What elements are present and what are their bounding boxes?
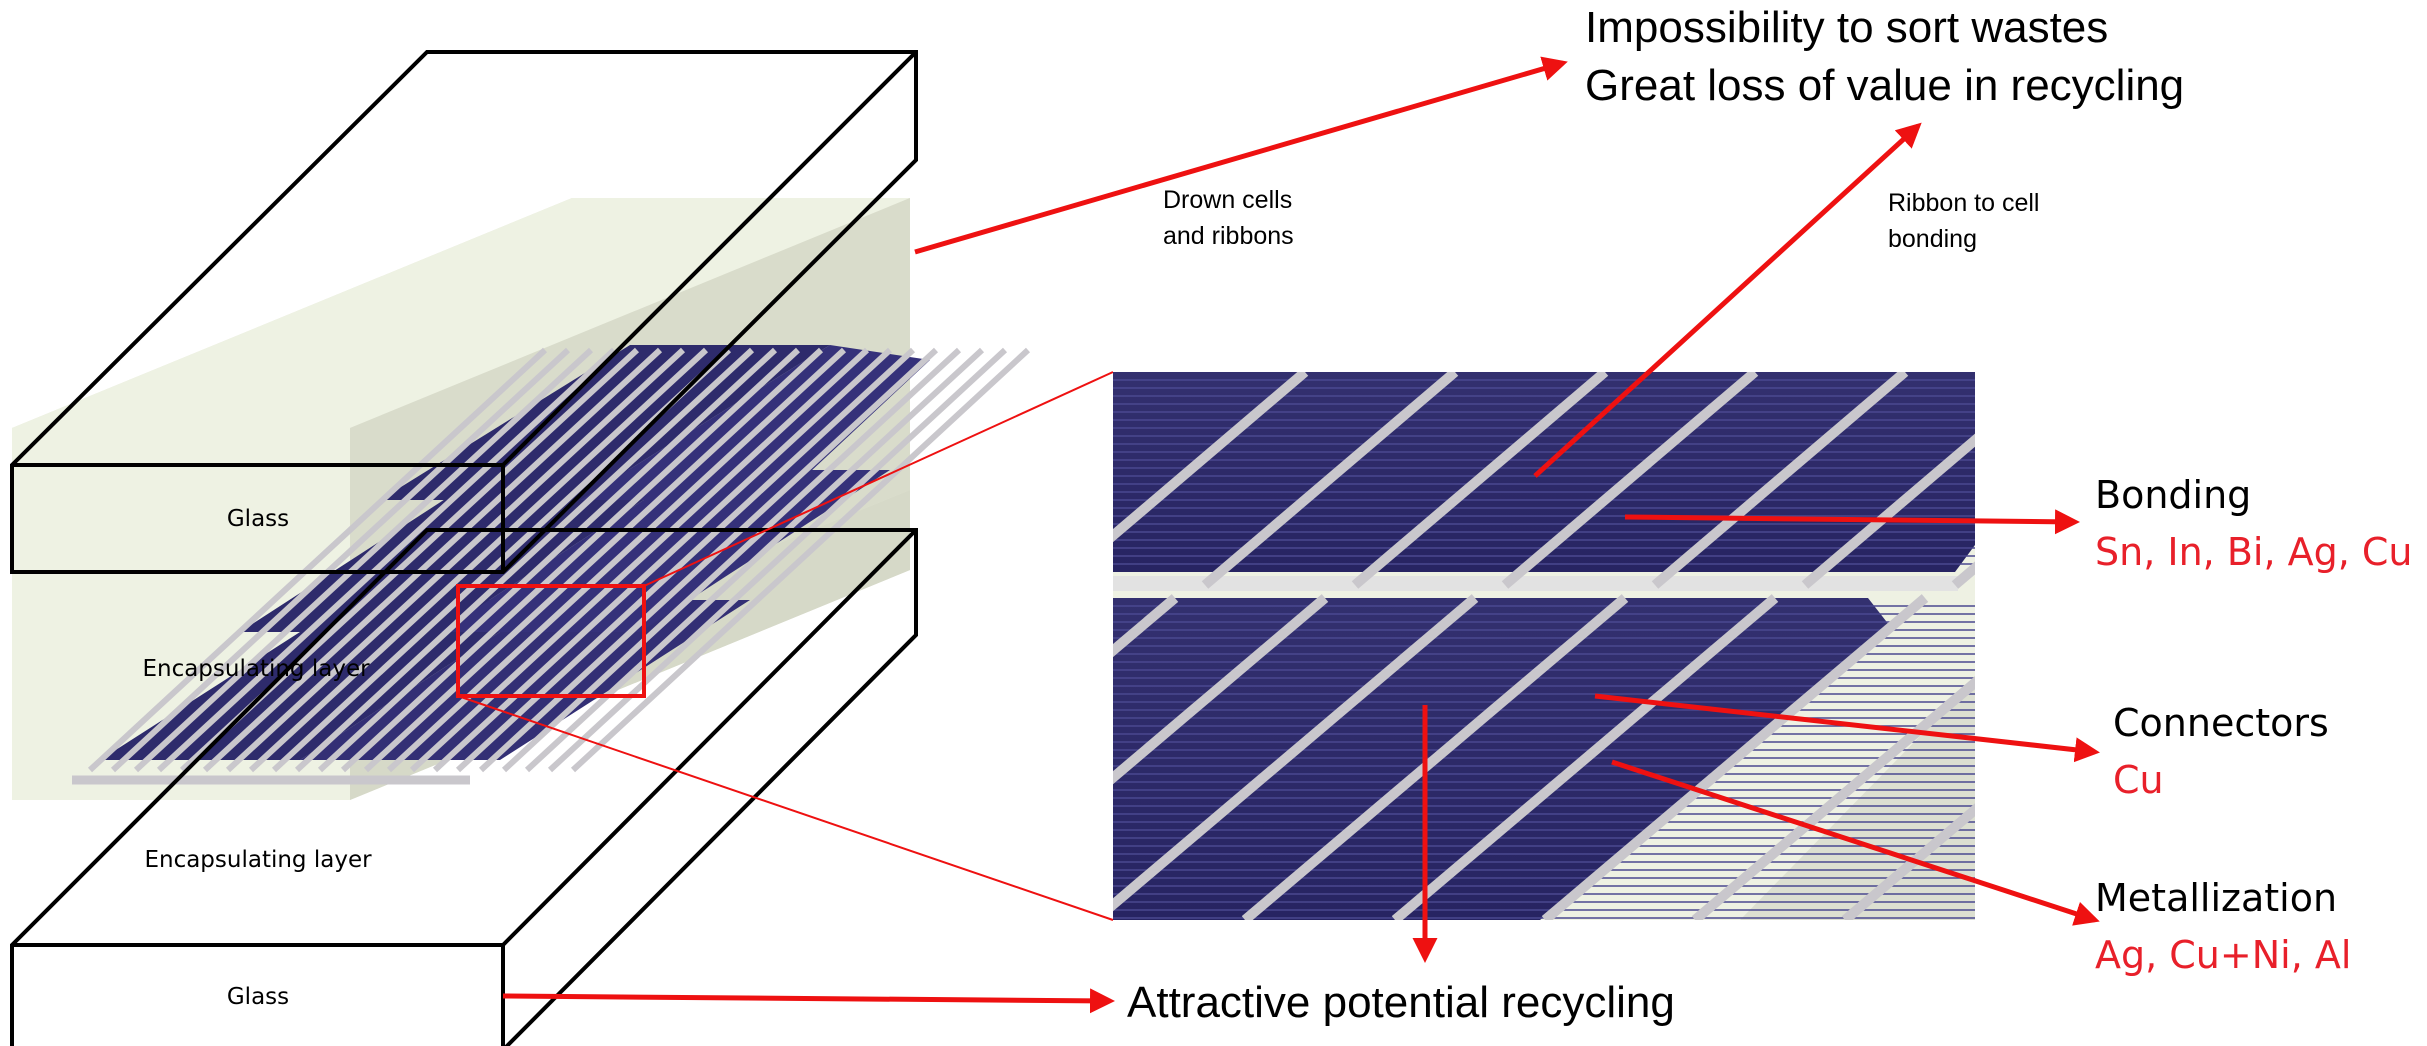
arrows xyxy=(502,56,2100,1014)
zoom-ribbon-lower xyxy=(1113,594,1479,912)
module-ribbon-wire xyxy=(409,347,870,773)
module-ribbon-wire xyxy=(478,347,939,773)
module-ribbon-wire xyxy=(156,347,617,773)
drown-text-line2: and ribbons xyxy=(1163,222,1294,250)
module-ribbon-wire xyxy=(340,347,801,773)
arrow-bonding xyxy=(1624,509,2080,535)
module-ribbon-wire xyxy=(202,347,663,773)
glass-bottom-box xyxy=(10,528,918,1046)
module-ribbon-wire xyxy=(455,347,916,773)
module-ribbon-wire xyxy=(363,347,824,773)
metallization-materials: Ag, Cu+Ni, Al xyxy=(2095,933,2351,977)
exploded-module: Glass Encapsulating layer Encapsulating … xyxy=(10,50,1031,1046)
module-ribbon-wire xyxy=(501,347,962,773)
zoom-line-top xyxy=(643,371,1114,587)
ribbon-text-line2: bonding xyxy=(1888,225,1977,253)
zoom-ribbon-lower xyxy=(1241,594,1629,920)
arrow-ribbon-bonding xyxy=(1533,122,1922,478)
module-ribbon-wire xyxy=(225,347,686,773)
zoom-ribbons xyxy=(1113,372,1975,920)
drown-text-line1: Drown cells xyxy=(1163,186,1292,214)
glass-bottom-label: Glass xyxy=(227,984,289,1010)
module-ribbon-wire xyxy=(432,347,893,773)
zoom-ribbon-lower xyxy=(1391,594,1779,920)
waste-text-line1: Impossibility to sort wastes xyxy=(1585,3,2108,52)
encap-top-label: Encapsulating layer xyxy=(142,656,370,682)
module-ribbon-wire xyxy=(386,347,847,773)
module-ribbon-wire xyxy=(570,347,1031,773)
zoom-ribbon-upper xyxy=(1651,372,1909,589)
ribbon-text-line1: Ribbon to cell xyxy=(1888,189,2039,217)
bonding-title: Bonding xyxy=(2095,473,2251,517)
module-ribbon-wire xyxy=(248,347,709,773)
zoom-ribbon-upper xyxy=(1801,433,1975,589)
zoom-ribbon-lower xyxy=(1841,803,1975,920)
connectors-title: Connectors xyxy=(2113,701,2329,745)
module-ribbon-wire xyxy=(110,347,571,773)
zoom-photo xyxy=(1113,372,1975,920)
module-ribbon-wire xyxy=(524,347,985,773)
arrow-metallization xyxy=(1611,759,2100,926)
encap-bottom-label: Encapsulating layer xyxy=(144,847,372,873)
arrow-connectors xyxy=(1594,693,2100,763)
zoom-ribbon-upper xyxy=(1113,372,1309,543)
waste-text-line2: Great loss of value in recycling xyxy=(1585,61,2184,110)
zoom-ribbon-upper xyxy=(1501,372,1759,589)
metallization-title: Metallization xyxy=(2095,876,2337,920)
module-ribbon-wire xyxy=(87,347,548,773)
zoom-ribbon-upper xyxy=(1201,372,1459,589)
glass-top-label: Glass xyxy=(227,506,289,532)
module-ribbon-wire xyxy=(317,347,778,773)
module-ribbon-wire xyxy=(133,347,594,773)
bonding-materials: Sn, In, Bi, Ag, Cu xyxy=(2095,530,2413,574)
module-ribbons xyxy=(87,347,1031,773)
connectors-materials: Cu xyxy=(2113,758,2164,802)
arrow-glass-recycling xyxy=(502,988,1115,1014)
zoom-ribbon-lower xyxy=(1691,676,1975,920)
module-ribbon-wire xyxy=(294,347,755,773)
zoom-line-bottom xyxy=(457,695,1114,921)
interconnect-ribbon xyxy=(1113,576,1958,591)
zoom-highlight-box xyxy=(456,584,646,698)
recycling-text: Attractive potential recycling xyxy=(1127,978,1675,1027)
module-ribbon-wire xyxy=(547,347,1008,773)
zoom-ribbon-lower xyxy=(1541,594,1929,920)
zoom-ribbon-upper xyxy=(1351,372,1609,589)
upper-cell xyxy=(1113,372,1975,572)
arrow-waste xyxy=(914,56,1568,255)
glass-top-box xyxy=(10,50,918,574)
zoom-ribbon-lower xyxy=(1113,594,1329,785)
